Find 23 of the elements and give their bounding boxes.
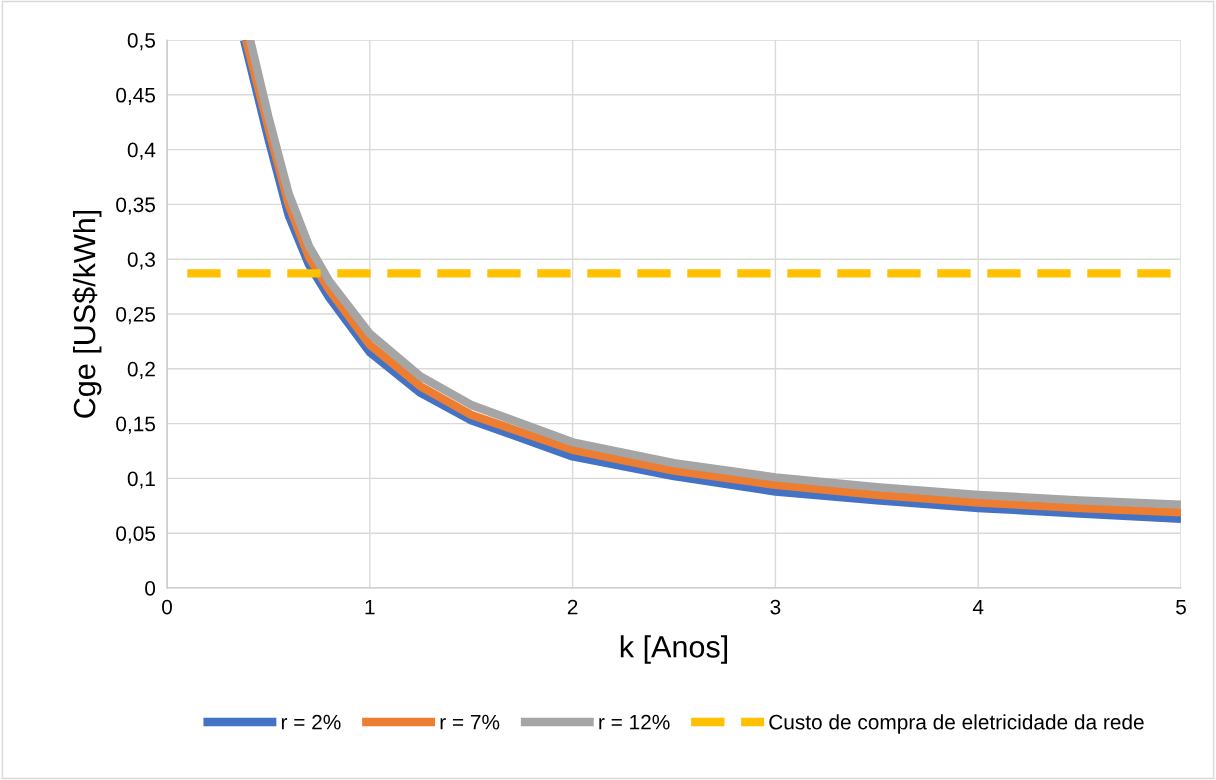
y-tick-label: 0,5: [127, 33, 156, 51]
y-tick-label: 0,35: [116, 197, 156, 215]
x-tick-label: 1: [365, 599, 375, 615]
y-tick-label: 0,4: [127, 142, 156, 160]
legend-label: r = 12%: [599, 714, 670, 730]
y-tick-label: 0: [145, 581, 156, 596]
y-axis-title: Cge [US$/kWh]: [72, 210, 102, 418]
x-tick-label: 0: [162, 599, 172, 615]
y-tick-label: 0,2: [127, 361, 155, 380]
x-tick-label: 5: [1176, 599, 1186, 615]
y-tick-label: 0,3: [127, 252, 155, 270]
x-axis-title: k [Anos]: [620, 635, 728, 664]
y-tick-label: 0,25: [116, 307, 156, 325]
y-tick-label: 0,1: [127, 471, 155, 489]
legend-label: r = 7%: [440, 714, 500, 730]
y-tick-label: 0,05: [116, 526, 156, 544]
y-tick-label: 0,45: [116, 87, 156, 106]
y-tick-label: 0,15: [116, 416, 156, 434]
x-tick-label: 3: [770, 599, 781, 615]
x-tick-label: 2: [567, 599, 578, 615]
x-tick-label: 4: [972, 599, 984, 615]
legend-label: Custo de compra de eletricidade da rede: [769, 714, 1144, 734]
legend-label: r = 2%: [281, 714, 341, 730]
